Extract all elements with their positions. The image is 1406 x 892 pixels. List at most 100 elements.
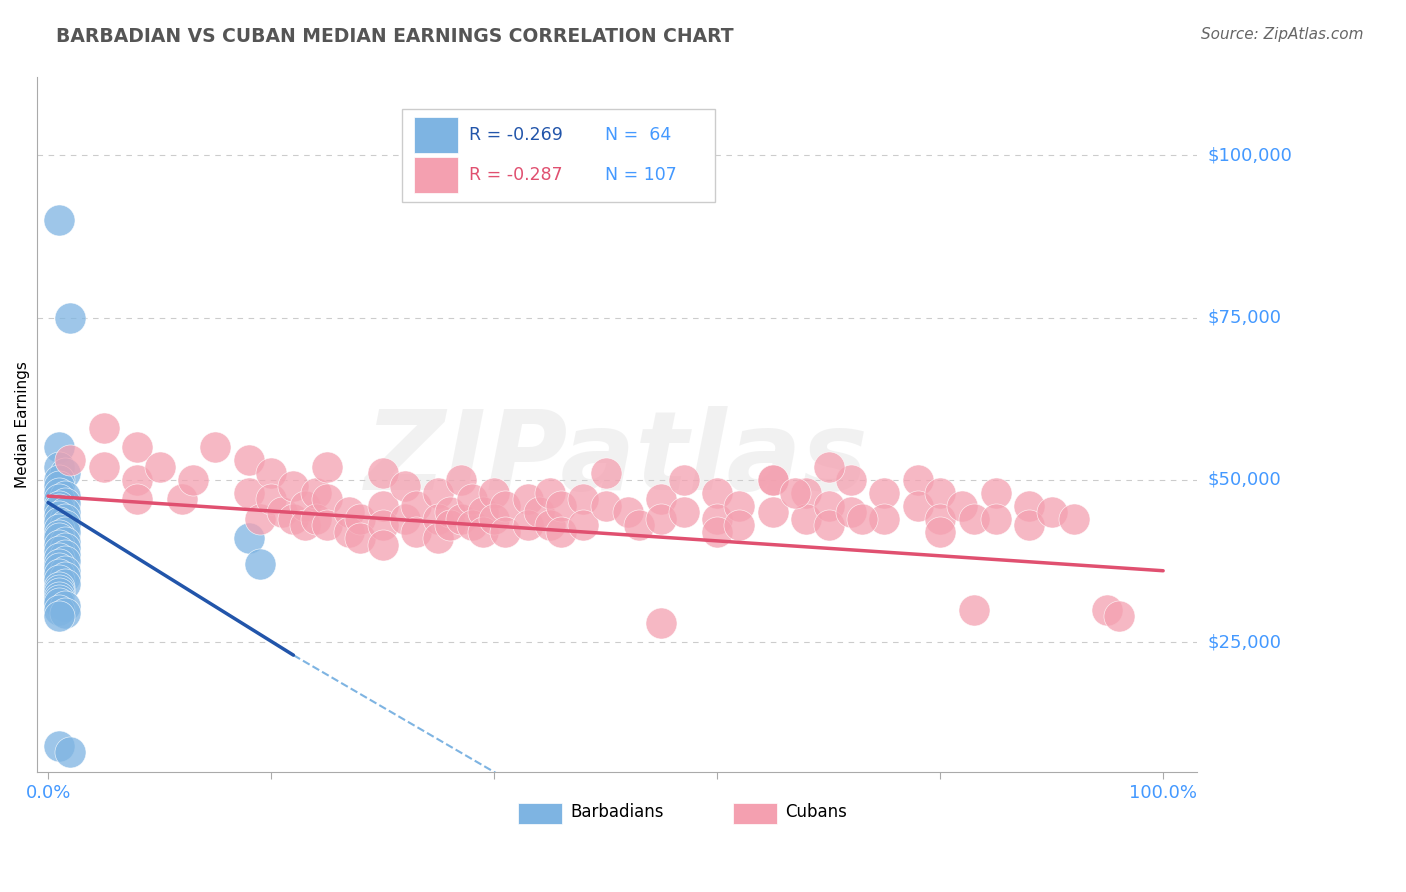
Point (249, 512, 271, 526)
Point (48, 528, 70, 542)
Point (371, 538, 394, 552)
Point (472, 505, 495, 519)
Point (53, 524, 76, 539)
Point (672, 473, 695, 487)
Point (538, 518, 561, 533)
Point (149, 459, 172, 474)
Point (450, 473, 472, 487)
Point (48, 590, 70, 604)
Point (48, 574, 70, 588)
Point (283, 512, 305, 526)
Text: R = -0.287: R = -0.287 (470, 166, 564, 184)
Point (53, 495, 76, 509)
Point (48, 550, 70, 565)
Point (53, 505, 76, 519)
Point (427, 531, 450, 545)
Point (538, 486, 561, 500)
Point (371, 499, 394, 513)
Text: $75,000: $75,000 (1208, 309, 1282, 326)
Point (1018, 518, 1040, 533)
Point (984, 512, 1007, 526)
FancyBboxPatch shape (733, 803, 776, 824)
Point (53, 489, 76, 503)
Point (984, 486, 1007, 500)
Point (394, 479, 416, 493)
Point (48, 739, 70, 753)
Point (461, 518, 484, 533)
Point (48, 609, 70, 624)
Point (516, 492, 538, 507)
Point (170, 492, 193, 507)
Point (53, 534, 76, 549)
Point (48, 492, 70, 507)
Point (706, 512, 728, 526)
Point (48, 566, 70, 581)
Point (1108, 609, 1130, 624)
Point (482, 512, 505, 526)
Point (238, 531, 260, 545)
Point (53, 541, 76, 555)
Point (48, 586, 70, 600)
Point (260, 492, 283, 507)
Point (48, 515, 70, 529)
Point (315, 518, 337, 533)
Point (873, 486, 896, 500)
Point (238, 453, 260, 467)
Point (53, 554, 76, 568)
Point (427, 486, 450, 500)
Point (294, 518, 316, 533)
Point (494, 524, 516, 539)
Point (59, 453, 82, 467)
Point (873, 512, 896, 526)
Point (48, 538, 70, 552)
Point (48, 583, 70, 598)
Point (127, 441, 149, 455)
Text: $50,000: $50,000 (1208, 471, 1281, 489)
Point (53, 570, 76, 584)
Point (572, 492, 595, 507)
Text: Cubans: Cubans (785, 804, 846, 822)
Point (427, 512, 450, 526)
Point (762, 473, 785, 487)
Point (1097, 603, 1119, 617)
Point (127, 473, 149, 487)
Point (294, 499, 316, 513)
Point (472, 524, 495, 539)
Point (181, 473, 204, 487)
FancyBboxPatch shape (413, 117, 458, 153)
Point (907, 499, 929, 513)
Point (1018, 499, 1040, 513)
Point (595, 499, 617, 513)
Point (48, 473, 70, 487)
Point (461, 492, 484, 507)
Point (907, 473, 929, 487)
Point (48, 531, 70, 545)
Text: $25,000: $25,000 (1208, 633, 1282, 651)
Point (706, 524, 728, 539)
Point (48, 603, 70, 617)
Point (962, 603, 984, 617)
Point (53, 518, 76, 533)
Point (48, 441, 70, 455)
Point (439, 518, 461, 533)
Point (315, 459, 337, 474)
Point (482, 486, 505, 500)
Point (817, 459, 839, 474)
Point (349, 512, 371, 526)
Point (728, 518, 751, 533)
Point (315, 492, 337, 507)
Point (48, 508, 70, 523)
Point (817, 499, 839, 513)
Point (1063, 512, 1085, 526)
Point (851, 512, 873, 526)
Point (127, 492, 149, 507)
Text: N =  64: N = 64 (605, 126, 672, 145)
Point (672, 505, 695, 519)
Point (305, 486, 328, 500)
Point (48, 593, 70, 607)
Point (929, 524, 952, 539)
Point (550, 524, 572, 539)
Point (394, 512, 416, 526)
Point (785, 486, 807, 500)
Point (59, 310, 82, 325)
